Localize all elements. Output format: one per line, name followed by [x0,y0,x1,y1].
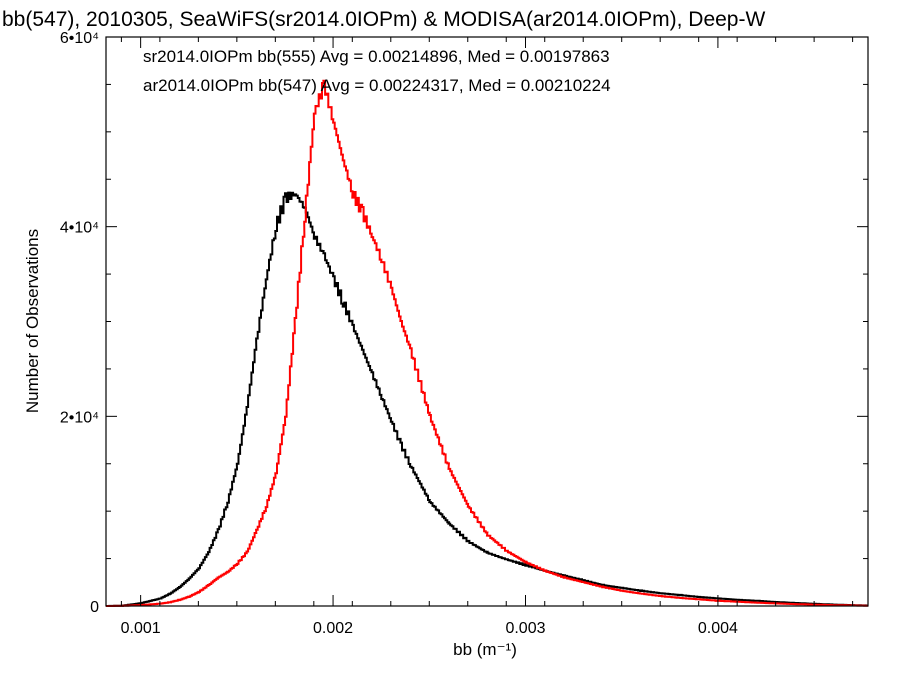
series-lines [106,79,868,607]
legend-entry-red: ar2014.0IOPm bb(547) Avg = 0.00224317, M… [143,76,611,95]
x-tick-label: 0.003 [505,620,545,637]
y-tick-label: 2•10⁴ [60,409,99,426]
y-tick-label: 0 [90,599,99,616]
x-tick-label: 0.001 [121,620,161,637]
series-line-1 [106,79,868,607]
axes: 0.001 0.002 0.003 0.004 0 2•10⁴ 4•10⁴ 6•10⁴ [60,30,869,637]
series-line-0 [106,191,868,607]
legend-entry-black: sr2014.0IOPm bb(555) Avg = 0.00214896, M… [143,47,610,66]
chart-title: bb(547), 2010305, SeaWiFS(sr2014.0IOPm) … [2,8,765,31]
x-axis-label: bb (m⁻¹) [453,640,517,659]
y-tick-label: 4•10⁴ [60,220,99,237]
x-tick-label: 0.002 [313,620,353,637]
x-tick-label: 0.004 [698,620,738,637]
y-tick-label: 6•10⁴ [60,30,99,47]
y-axis-label: Number of Observations [23,229,42,413]
